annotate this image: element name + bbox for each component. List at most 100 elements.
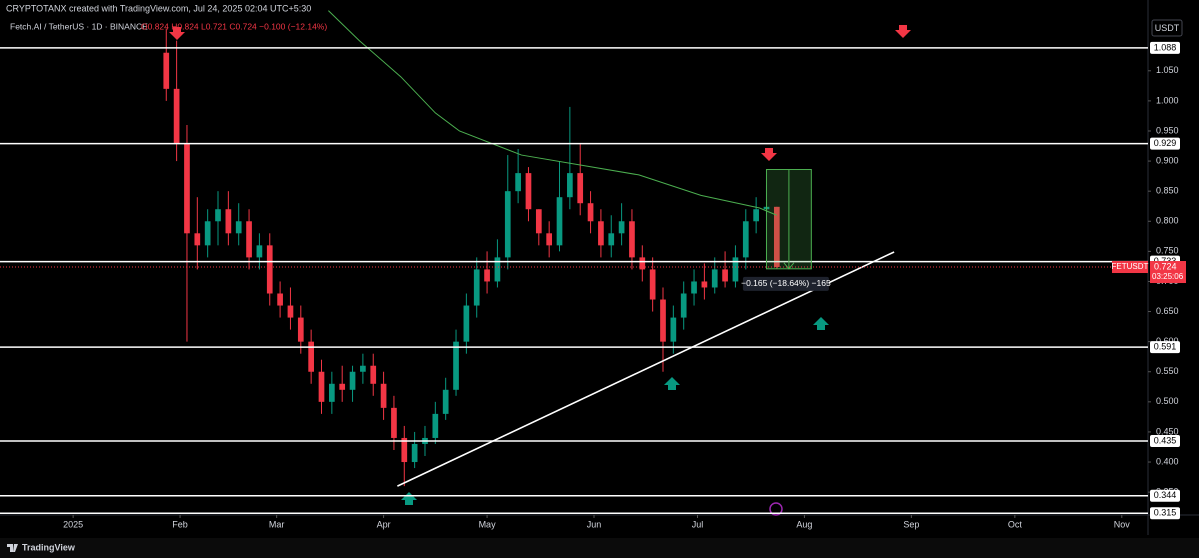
y-tick-label: 1.050 bbox=[1156, 65, 1179, 75]
candle-body bbox=[742, 221, 749, 258]
measure-tooltip-box bbox=[742, 276, 829, 291]
x-tick-label: May bbox=[479, 519, 497, 529]
candle-body bbox=[629, 221, 635, 258]
level-label: 1.088 bbox=[1154, 42, 1177, 52]
candle-body bbox=[194, 233, 201, 246]
candle-body bbox=[670, 317, 677, 342]
candle-body bbox=[318, 371, 325, 402]
level-label-box bbox=[1150, 341, 1180, 354]
event-icon[interactable] bbox=[769, 502, 783, 516]
candle-body bbox=[691, 281, 697, 294]
level-label: 0.733 bbox=[1154, 256, 1177, 266]
candle-body bbox=[463, 305, 470, 342]
attribution: CRYPTOTANX created with TradingView.com,… bbox=[6, 3, 311, 13]
y-tick-label: 0.750 bbox=[1156, 246, 1179, 256]
candle-body bbox=[453, 341, 459, 390]
x-tick-label: Apr bbox=[377, 519, 391, 529]
trendline bbox=[397, 251, 895, 487]
x-tick-label: Jul bbox=[692, 519, 704, 529]
y-tick-label: 0.550 bbox=[1156, 366, 1179, 376]
candle-body bbox=[722, 269, 728, 282]
x-tick-label: Feb bbox=[172, 519, 188, 529]
candle-body bbox=[598, 221, 604, 246]
candle-body bbox=[711, 269, 718, 288]
candle-body bbox=[339, 383, 346, 390]
candle-body bbox=[660, 299, 666, 342]
candle-body bbox=[184, 143, 190, 234]
candle-body bbox=[328, 383, 335, 402]
candle-body bbox=[680, 293, 687, 318]
ohlc: O0.824 H0.824 L0.721 C0.724 −0.100 (−12.… bbox=[141, 21, 327, 31]
candle-body bbox=[577, 173, 584, 204]
candle-body bbox=[360, 365, 366, 372]
level-label-box bbox=[1150, 489, 1180, 502]
candle-body bbox=[494, 257, 501, 282]
x-tick-label: Mar bbox=[269, 519, 285, 529]
x-tick-label: Aug bbox=[796, 519, 812, 529]
y-tick-label: 0.400 bbox=[1156, 456, 1179, 466]
candle-body bbox=[556, 197, 563, 246]
candle-body bbox=[380, 383, 387, 408]
candle-body bbox=[163, 52, 170, 89]
y-tick-label: 0.850 bbox=[1156, 186, 1179, 196]
up-arrow bbox=[401, 492, 417, 505]
y-tick-label: 0.650 bbox=[1156, 306, 1179, 316]
candle-body bbox=[546, 233, 553, 246]
level-label: 0.929 bbox=[1154, 138, 1177, 148]
y-tick-label: 0.950 bbox=[1156, 125, 1179, 135]
last-price-countdown: 03:25:06 bbox=[1152, 272, 1184, 281]
last-price-box bbox=[1150, 261, 1186, 284]
candle-body bbox=[266, 245, 273, 294]
candle-body bbox=[287, 305, 294, 318]
brand: TradingView bbox=[22, 542, 76, 552]
down-arrow bbox=[895, 25, 911, 38]
candle-body bbox=[473, 269, 480, 306]
candle-body bbox=[215, 209, 221, 222]
last-price-name: FETUSDT bbox=[1112, 262, 1149, 271]
symbol: Fetch.AI / TetherUS · 1D · BINANCE bbox=[10, 21, 148, 31]
candle-body bbox=[401, 437, 408, 463]
y-tick-label: 0.800 bbox=[1156, 216, 1179, 226]
x-tick-label: 2025 bbox=[63, 519, 83, 529]
level-label: 0.591 bbox=[1154, 341, 1177, 351]
candle-body bbox=[173, 88, 180, 144]
candle-body bbox=[504, 191, 511, 258]
level-label: 0.315 bbox=[1154, 508, 1177, 518]
x-tick-label: Sep bbox=[903, 519, 919, 529]
candle-body bbox=[235, 221, 242, 234]
candle-body bbox=[349, 371, 356, 390]
overlay: 1.088 0.929 0.733 0.591 0.435 0.344 0.315 −0.16… bbox=[0, 41, 1186, 520]
last-price-name-box bbox=[1112, 261, 1148, 274]
measure-arrowhead bbox=[783, 262, 795, 270]
y-tick-label: 0.450 bbox=[1156, 426, 1179, 436]
candle-body bbox=[608, 233, 615, 246]
y-tick-label: 0.600 bbox=[1156, 336, 1179, 346]
candle-body bbox=[515, 173, 521, 192]
level-label: 0.344 bbox=[1154, 490, 1177, 500]
candle-body bbox=[484, 269, 490, 282]
level-label-box bbox=[1150, 137, 1180, 150]
candle-body bbox=[618, 221, 625, 234]
candle-body bbox=[308, 341, 314, 372]
down-arrow bbox=[169, 27, 185, 40]
candle-body bbox=[391, 407, 397, 438]
currency-box[interactable] bbox=[1151, 19, 1183, 37]
candle-body bbox=[442, 389, 449, 414]
candle-body bbox=[649, 269, 656, 300]
candle-body bbox=[773, 206, 780, 268]
candle-body bbox=[411, 443, 418, 463]
candle-body bbox=[525, 173, 532, 210]
up-arrow bbox=[664, 377, 680, 390]
candle-body bbox=[370, 365, 377, 384]
measure-tooltip: −0.165 (−18.64%) −165 bbox=[741, 278, 831, 288]
brand-logo bbox=[7, 544, 18, 552]
x-tick-label: Oct bbox=[1008, 519, 1023, 529]
level-label-box bbox=[1150, 41, 1180, 54]
arrows bbox=[169, 25, 911, 505]
currency[interactable]: USDT bbox=[1155, 23, 1180, 33]
last-price-value: 0.724 bbox=[1154, 261, 1177, 271]
level-label: 0.435 bbox=[1154, 435, 1177, 445]
candle-body bbox=[256, 245, 263, 258]
